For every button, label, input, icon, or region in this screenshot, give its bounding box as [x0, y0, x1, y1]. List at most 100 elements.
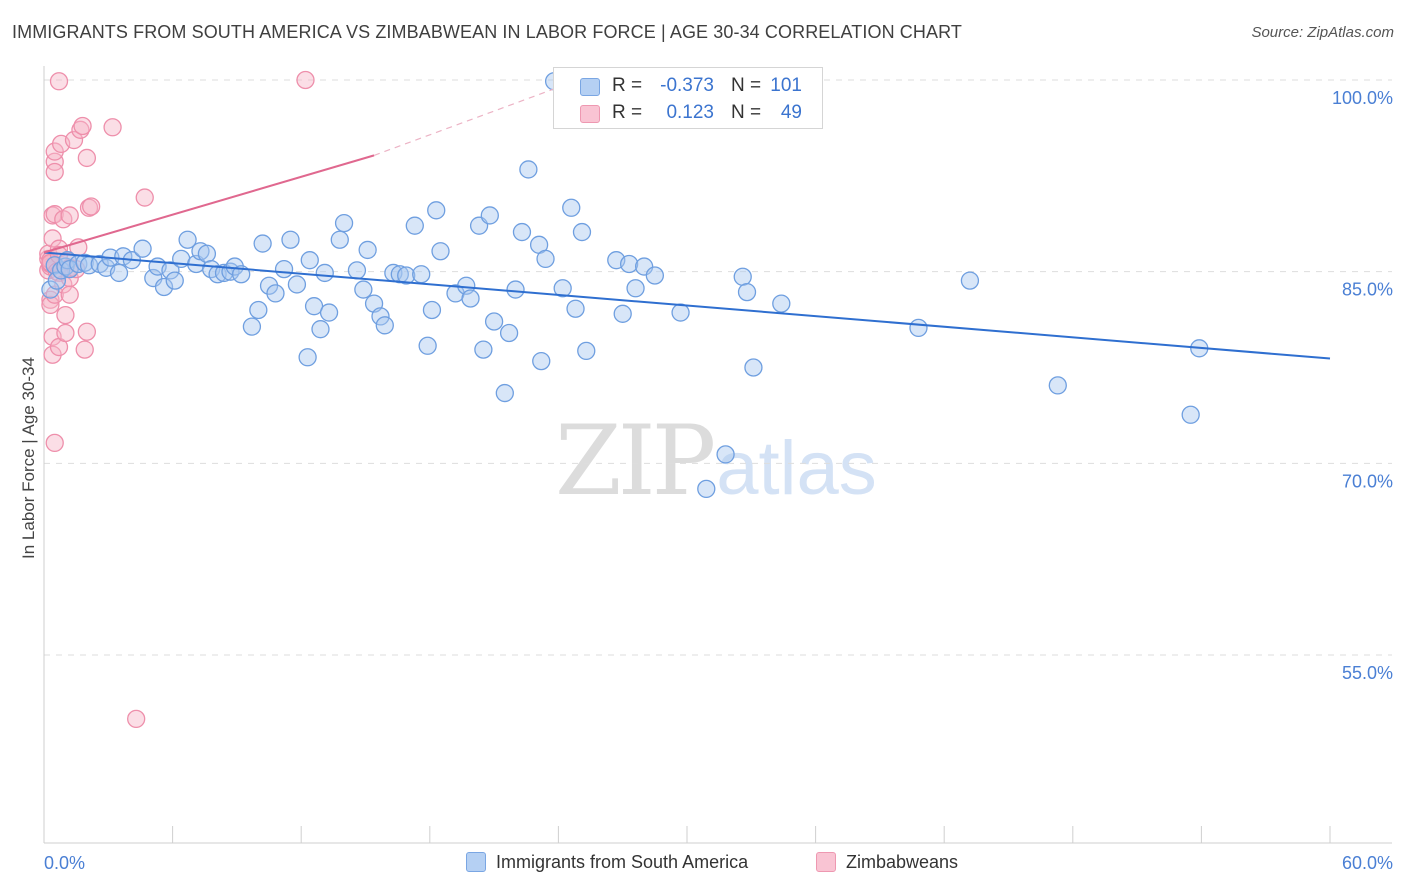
south-america-point: [347, 261, 367, 280]
south-america-point: [358, 240, 377, 260]
bottom-legend-label: Zimbabweans: [846, 852, 959, 872]
south-america-point: [577, 341, 596, 361]
legend-row-zimbabweans: R = 0.123 N = 49: [554, 100, 822, 128]
zimbabweans-point: [77, 322, 97, 341]
bottom-legend-zimbabweans: Zimbabweans: [816, 852, 958, 873]
south-america-point: [519, 160, 538, 179]
x-tick-label-max: 60.0%: [1342, 853, 1393, 873]
south-america-point: [619, 254, 639, 274]
legend-row-south-america: R = -0.373 N = 101: [554, 73, 822, 101]
south-america-point: [330, 230, 349, 249]
south-america-point: [733, 267, 752, 286]
south-america-point: [562, 198, 581, 217]
south-america-point: [405, 216, 424, 235]
zimbabweans-point: [103, 118, 122, 137]
south-america-point: [298, 348, 317, 367]
y-tick-label: 85.0%: [1342, 280, 1393, 300]
south-america-point: [311, 320, 330, 339]
south-america-point: [371, 307, 390, 326]
legend-r-label: R =: [612, 102, 643, 123]
south-america-point: [41, 280, 60, 299]
south-america-point: [197, 244, 217, 263]
south-america-point: [716, 445, 735, 464]
south-america-point: [697, 479, 716, 499]
south-america-point: [397, 266, 416, 285]
trend-layer: [43, 81, 1331, 360]
zimbabweans-points: [39, 70, 315, 729]
axis-layer: [43, 66, 1392, 844]
legend-r-value: 0.123: [666, 102, 714, 123]
legend-n-label: N =: [731, 102, 762, 123]
zimbabweans-point: [45, 162, 64, 182]
south-america-point: [566, 299, 585, 318]
south-america-point: [1181, 405, 1200, 424]
south-america-point: [506, 280, 525, 299]
south-america-point: [253, 234, 272, 253]
south-america-point: [512, 222, 532, 242]
zimbabweans-point: [64, 130, 84, 150]
y-tick-label: 70.0%: [1342, 471, 1393, 491]
correlation-legend: R = -0.373 N = 101 R = 0.123 N = 49: [553, 67, 823, 129]
zimbabweans-point: [296, 70, 315, 90]
south-america-point: [671, 303, 690, 322]
south-america-point: [334, 213, 354, 233]
south-america-point: [300, 251, 319, 270]
zimbabweans-point: [45, 205, 64, 224]
zimbabweans-point: [60, 285, 79, 304]
y-axis-label: In Labor Force | Age 30-34: [19, 357, 38, 559]
south-america-point: [737, 282, 757, 302]
south-america-point: [461, 289, 480, 308]
south-america-point: [572, 222, 592, 242]
south-america-point: [274, 259, 294, 279]
south-america-point: [536, 249, 555, 269]
south-america-point: [319, 303, 339, 322]
legend-n-value: 49: [780, 102, 802, 123]
south-america-point: [1048, 376, 1067, 395]
south-america-point: [532, 351, 551, 371]
zimbabweans-point: [60, 206, 79, 225]
south-america-point: [626, 279, 645, 298]
zimbabweans-point: [75, 340, 94, 359]
south-america-points: [41, 72, 1209, 499]
south-america-point: [484, 312, 504, 331]
zimbabweans-point: [43, 229, 62, 248]
south-america-point: [772, 294, 791, 313]
south-america-point: [909, 318, 928, 338]
legend-swatch-pink: [580, 105, 600, 123]
legend-n-label: N =: [731, 75, 762, 96]
south-america-point: [249, 300, 268, 320]
legend-swatch-blue: [580, 78, 600, 96]
south-america-point: [418, 336, 437, 355]
south-america-point: [133, 239, 152, 258]
zimbabweans-point: [135, 188, 154, 207]
south-america-point: [281, 230, 300, 249]
south-america-point: [613, 304, 632, 323]
zimbabweans-point: [45, 433, 64, 453]
legend-r-value: -0.373: [660, 75, 714, 96]
south-america-point: [960, 271, 980, 290]
south-america-point: [480, 206, 499, 225]
south-america-point: [315, 263, 334, 283]
south-america-point: [645, 266, 664, 285]
chart-title: IMMIGRANTS FROM SOUTH AMERICA VS ZIMBABW…: [12, 22, 962, 42]
label-layer: 55.0% 70.0% 85.0% 100.0% 0.0% 60.0%: [44, 88, 1393, 873]
bottom-legend-south-america: Immigrants from South America: [466, 852, 748, 873]
zimbabweans-point: [56, 305, 75, 325]
south-america-point: [47, 271, 67, 290]
south-america-point: [161, 261, 180, 280]
grid-layer: [44, 79, 1392, 656]
zimbabweans-point: [41, 295, 60, 315]
x-tick-label-min: 0.0%: [44, 853, 85, 873]
zimbabweans-point: [73, 116, 92, 136]
south-america-point: [499, 323, 519, 343]
south-america-point: [431, 242, 450, 261]
y-tick-label: 100.0%: [1332, 88, 1393, 108]
south-america-point: [474, 340, 493, 359]
south-america-point: [154, 277, 174, 297]
south-america-point: [242, 317, 262, 336]
legend-n-value: 101: [770, 75, 802, 96]
zimbabweans-point: [77, 148, 97, 168]
zimbabweans-point: [82, 197, 101, 216]
zimbabweans-point: [56, 323, 75, 343]
